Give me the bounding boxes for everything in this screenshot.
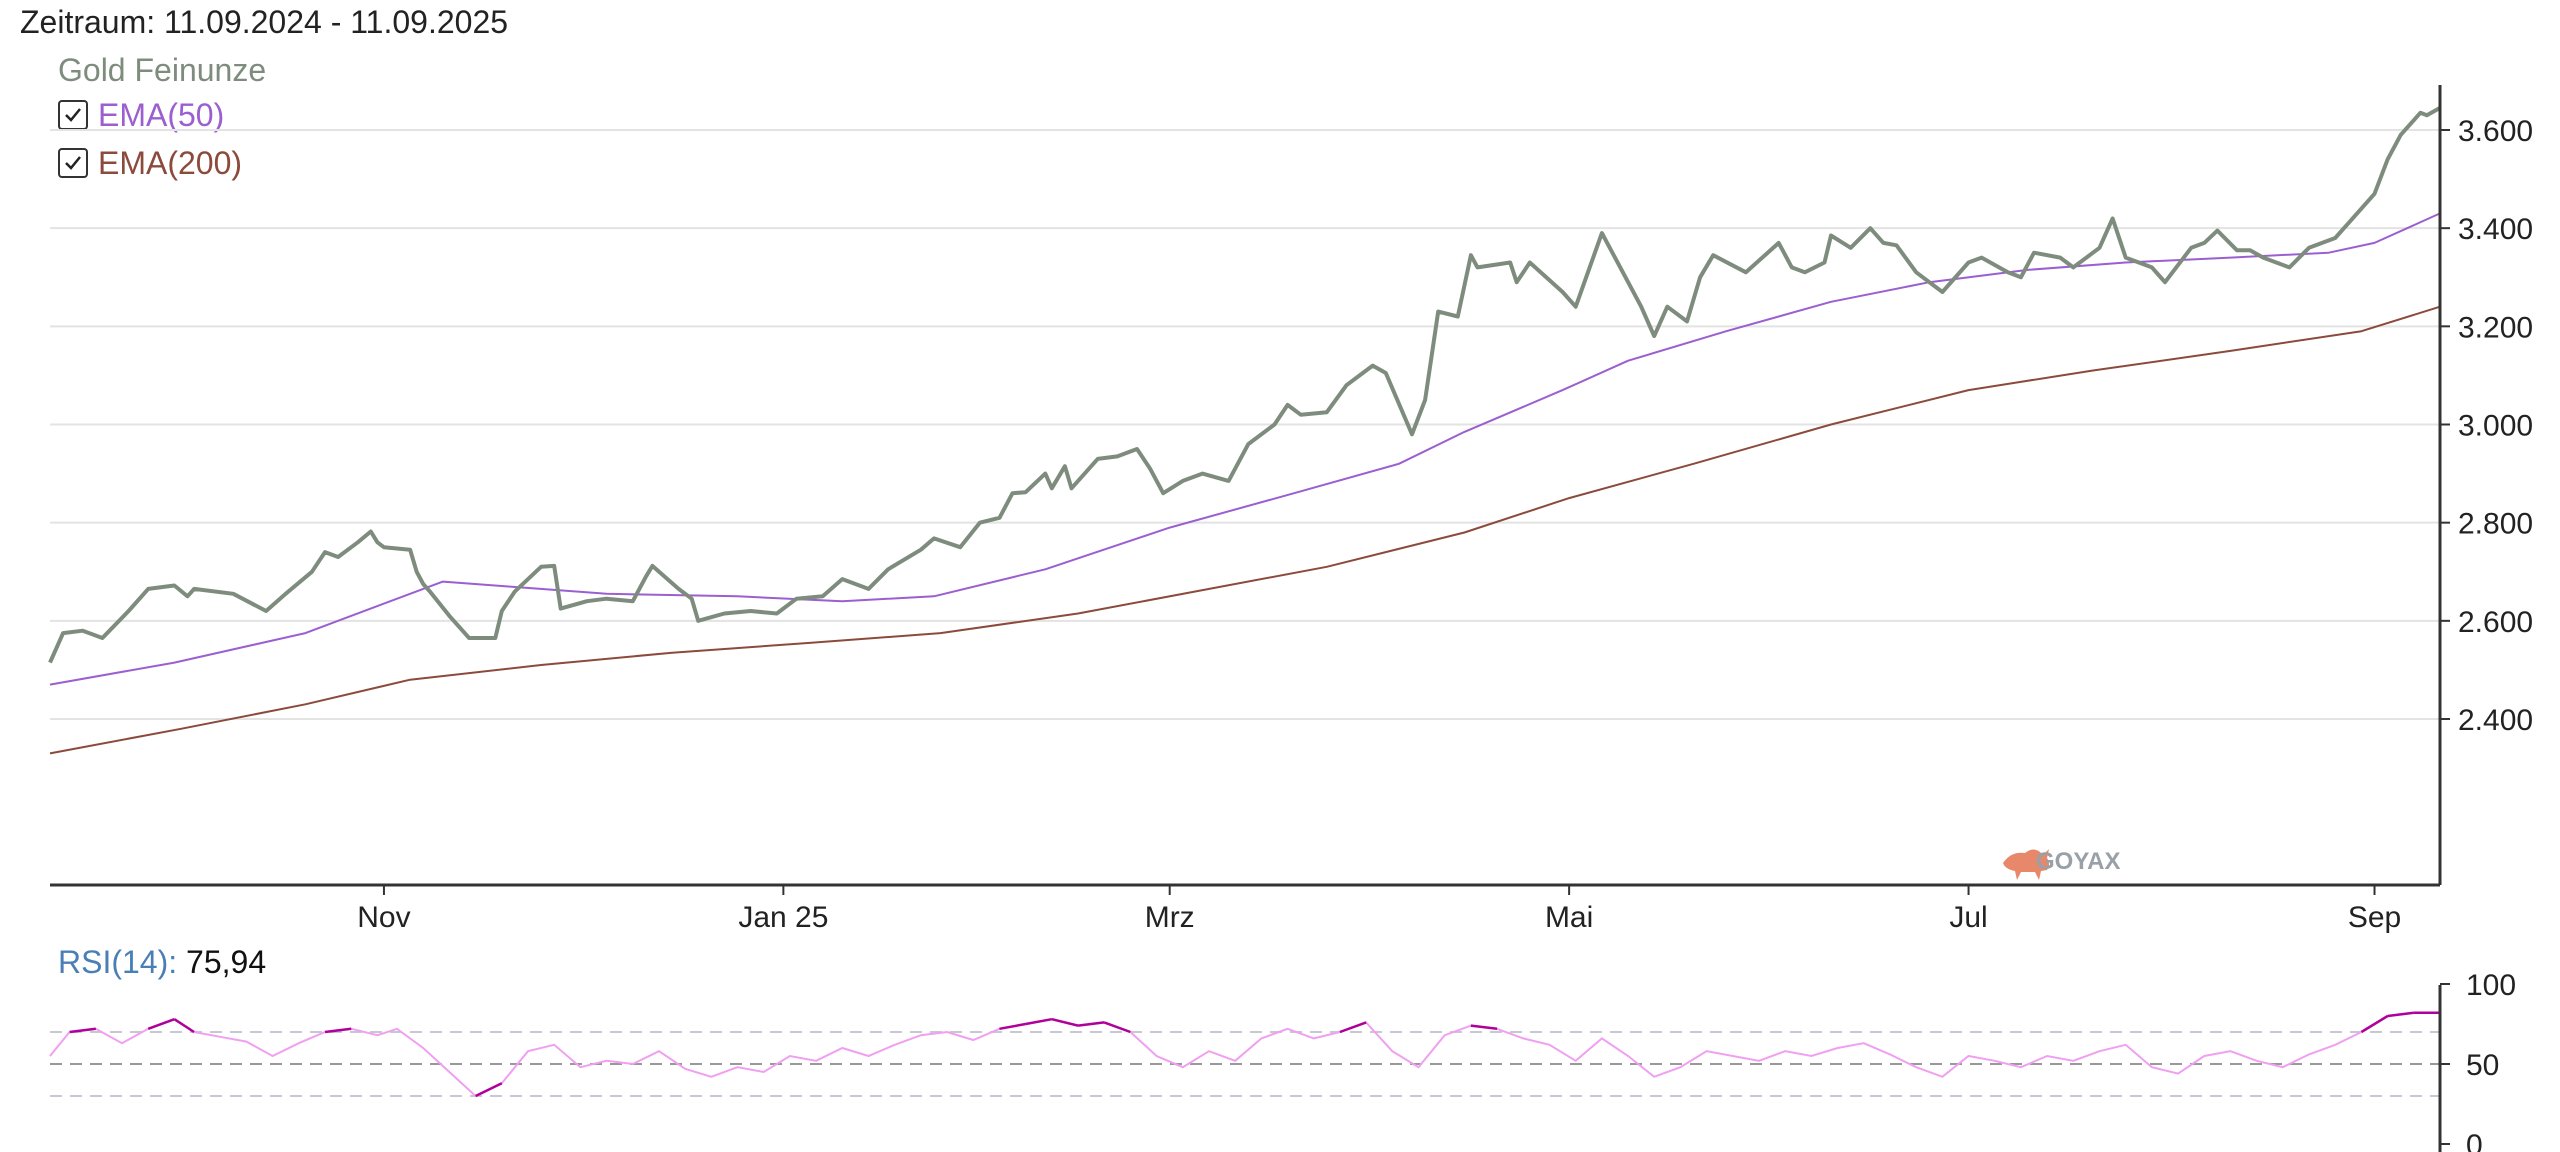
period-label: Zeitraum: 11.09.2024 - 11.09.2025 — [20, 4, 509, 40]
rsi-extreme-segment — [2387, 1011, 2414, 1018]
rsi-extreme-segment — [1470, 1024, 1498, 1031]
y-tick-label-1: 2.600 — [2458, 606, 2533, 639]
y-tick-label-4: 3.200 — [2458, 311, 2533, 344]
rsi-label: RSI(14): — [58, 944, 178, 980]
y-tick-label-3: 3.000 — [2458, 410, 2533, 443]
rsi-extreme-segment — [1051, 1017, 1079, 1027]
rsi-extreme-segment — [147, 1018, 175, 1030]
y-tick-label-2: 2.800 — [2458, 508, 2533, 541]
watermark-text: GOYAX — [2036, 848, 2120, 875]
bull-icon — [2003, 849, 2049, 880]
x-tick-label-1: Jan 25 — [738, 901, 828, 934]
price-axes: 2.400 2.600 2.800 3.000 3.200 3.400 3.600 Nov Ja… — [50, 85, 2533, 934]
x-tick-label-2: Mrz — [1145, 901, 1195, 934]
legend-toggle-ema200[interactable]: EMA(200) — [58, 144, 242, 182]
rsi-value: 75,94 — [186, 944, 267, 980]
rsi-extreme-segment — [173, 1018, 195, 1034]
price-series — [48, 106, 2441, 755]
legend-toggle-ema50[interactable]: EMA(50) — [58, 96, 224, 134]
y-tick-label-0: 2.400 — [2458, 704, 2533, 737]
rsi-extreme-segment — [475, 1082, 503, 1098]
rsi-extreme-segment — [324, 1027, 352, 1034]
x-tick-label-0: Nov — [357, 901, 410, 934]
rsi-extreme-segment — [1077, 1021, 1105, 1027]
rsi-axes: 0 50 100 — [2438, 969, 2516, 1152]
legend-label-ema200: EMA(200) — [98, 144, 243, 181]
rsi-series — [49, 1011, 2440, 1098]
rsi-line — [49, 1011, 2440, 1098]
series-line-gold — [48, 106, 2441, 664]
x-tick-label-3: Mai — [1545, 901, 1593, 934]
rsi-extreme-segment — [1103, 1021, 1131, 1034]
rsi-y-tick-label-1: 50 — [2466, 1049, 2499, 1082]
rsi-extreme-segment — [69, 1027, 96, 1034]
price-grid — [50, 129, 2440, 720]
x-tick-label-4: Jul — [1949, 901, 1987, 934]
rsi-extreme-segment — [1025, 1017, 1053, 1026]
rsi-extreme-segment — [2360, 1014, 2389, 1034]
checkbox-ema200[interactable] — [58, 148, 88, 178]
rsi-y-tick-label-2: 100 — [2466, 969, 2516, 1002]
rsi-grid — [50, 1031, 2440, 1097]
x-tick-label-5: Sep — [2348, 901, 2401, 934]
legend-label-ema50: EMA(50) — [98, 96, 225, 133]
checkmark-icon — [65, 156, 81, 170]
rsi-extreme-segment — [999, 1022, 1026, 1031]
checkmark-icon — [65, 108, 81, 122]
rsi-readout: RSI(14): 75,94 — [58, 944, 266, 981]
y-tick-label-5: 3.400 — [2458, 213, 2533, 246]
goyax-watermark: GOYAX — [2003, 848, 2120, 880]
series-line-ema200 — [49, 305, 2441, 755]
series-name-gold: Gold Feinunze — [58, 52, 267, 88]
y-tick-label-6: 3.600 — [2458, 115, 2533, 148]
rsi-extreme-segment — [1339, 1021, 1367, 1034]
rsi-y-tick-label-0: 0 — [2466, 1129, 2483, 1152]
series-line-ema50 — [49, 212, 2441, 686]
